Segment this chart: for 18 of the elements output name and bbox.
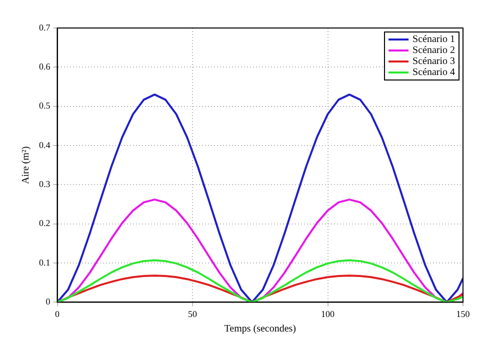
x-axis-title: Temps (secondes) [224, 324, 296, 335]
x-tick-label: 50 [188, 308, 198, 319]
y-tick-label: 0.2 [39, 218, 50, 228]
legend-label: Scénario 1 [412, 34, 456, 46]
legend-label: Scénario 4 [412, 67, 456, 78]
y-tick-label: 0.1 [39, 257, 50, 268]
y-tick-label: 0.4 [39, 140, 51, 150]
y-tick-label: 0.3 [39, 179, 51, 190]
y-tick-label: 0.5 [39, 100, 51, 111]
x-tick-label: 0 [55, 308, 60, 319]
x-tick-label: 150 [456, 308, 470, 319]
y-tick-label: 0.6 [39, 62, 51, 72]
x-tick-label: 100 [321, 308, 335, 319]
y-axis-title: Aire (m²) [20, 146, 32, 184]
legend-label: Scénario 3 [412, 56, 456, 68]
legend-label: Scénario 2 [412, 45, 456, 56]
y-tick-label: 0.7 [39, 22, 51, 32]
y-tick-label: 0 [46, 296, 51, 307]
